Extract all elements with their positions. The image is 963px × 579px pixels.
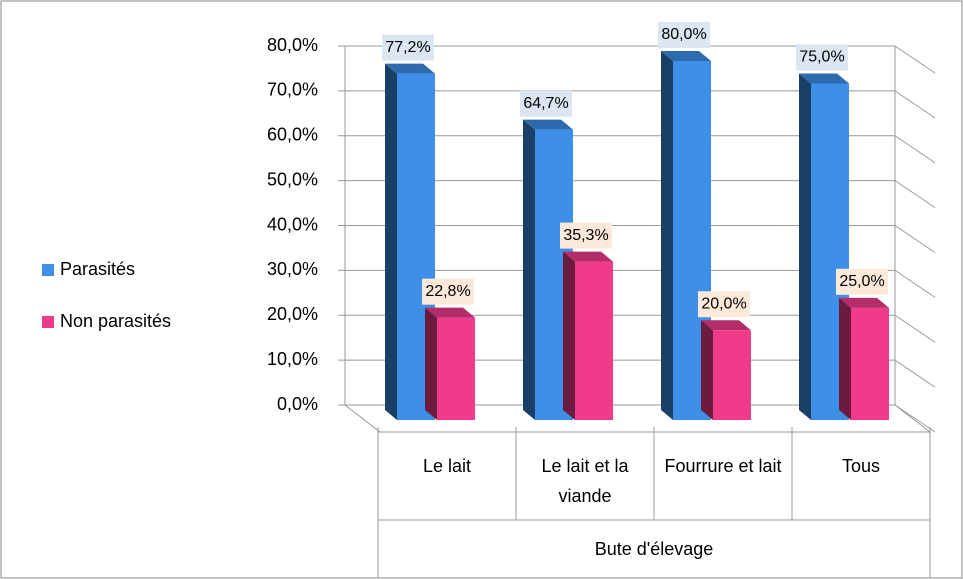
bar-side <box>563 251 575 420</box>
bar-side <box>523 119 535 420</box>
bar-top <box>523 119 573 130</box>
bar <box>701 320 751 420</box>
grid-line <box>894 45 936 74</box>
value-label: 22,8% <box>425 283 470 300</box>
value-label-box <box>698 291 750 318</box>
bar-front <box>851 307 889 420</box>
grid-line <box>894 180 936 209</box>
grid-line <box>894 269 936 298</box>
value-label-box <box>560 222 612 249</box>
grid-line <box>894 314 936 343</box>
bar-side <box>799 73 811 420</box>
bar <box>563 251 613 420</box>
legend-label: Non parasités <box>60 311 171 331</box>
value-label-box <box>836 268 888 295</box>
grid-line <box>894 359 936 388</box>
value-label-box <box>520 90 572 117</box>
bar-front <box>575 261 613 420</box>
value-label: 35,3% <box>563 227 608 244</box>
x-tick-label: Tous <box>841 456 881 476</box>
value-label: 77,2% <box>385 39 430 56</box>
bar <box>425 307 475 420</box>
bar-top <box>701 320 751 331</box>
y-tick-label: 30,0% <box>267 259 318 279</box>
bar-top <box>563 251 613 262</box>
bar-side <box>661 51 673 420</box>
y-tick-label: 60,0% <box>267 125 318 145</box>
y-tick-label: 10,0% <box>267 349 318 369</box>
y-tick-label: 20,0% <box>267 304 318 324</box>
value-label: 75,0% <box>799 49 844 66</box>
x-tick-label: Le lait <box>422 456 472 476</box>
grid-line <box>894 225 936 253</box>
bar-top <box>425 307 475 318</box>
y-tick-label: 40,0% <box>267 214 318 234</box>
y-tick-label: 50,0% <box>267 169 318 189</box>
bar <box>839 297 889 420</box>
value-label-box <box>382 34 434 61</box>
x-tick-label: Le lait et la viande <box>541 456 629 506</box>
value-label-box <box>422 278 474 305</box>
y-tick-label: 80,0% <box>267 35 318 55</box>
value-label-box <box>796 44 848 71</box>
bar-top <box>799 73 849 84</box>
value-label: 20,0% <box>701 295 746 312</box>
bar-side <box>385 63 397 420</box>
bar-side <box>425 307 437 420</box>
y-tick-label: 0,0% <box>277 394 318 414</box>
value-label: 64,7% <box>523 95 568 112</box>
bar-side <box>701 320 713 420</box>
bar-top <box>661 51 711 61</box>
bar-top <box>385 63 435 74</box>
x-axis-title: Bute d'élevage <box>594 539 714 559</box>
y-tick-label: 70,0% <box>267 80 318 100</box>
value-label: 25,0% <box>839 273 884 290</box>
grid-line <box>894 404 936 433</box>
legend-swatch <box>42 316 54 328</box>
value-label: 80,0% <box>661 26 706 43</box>
legend-label: Parasités <box>60 259 135 279</box>
value-label-box <box>658 22 710 48</box>
grid-line <box>894 135 936 164</box>
bar-top <box>839 297 889 308</box>
bar-front <box>437 317 475 420</box>
x-tick-label: Fourrure et lait <box>664 456 782 476</box>
legend-swatch <box>42 264 54 276</box>
bar-front <box>713 330 751 420</box>
grid-line <box>894 90 936 119</box>
bar-side <box>839 297 851 420</box>
